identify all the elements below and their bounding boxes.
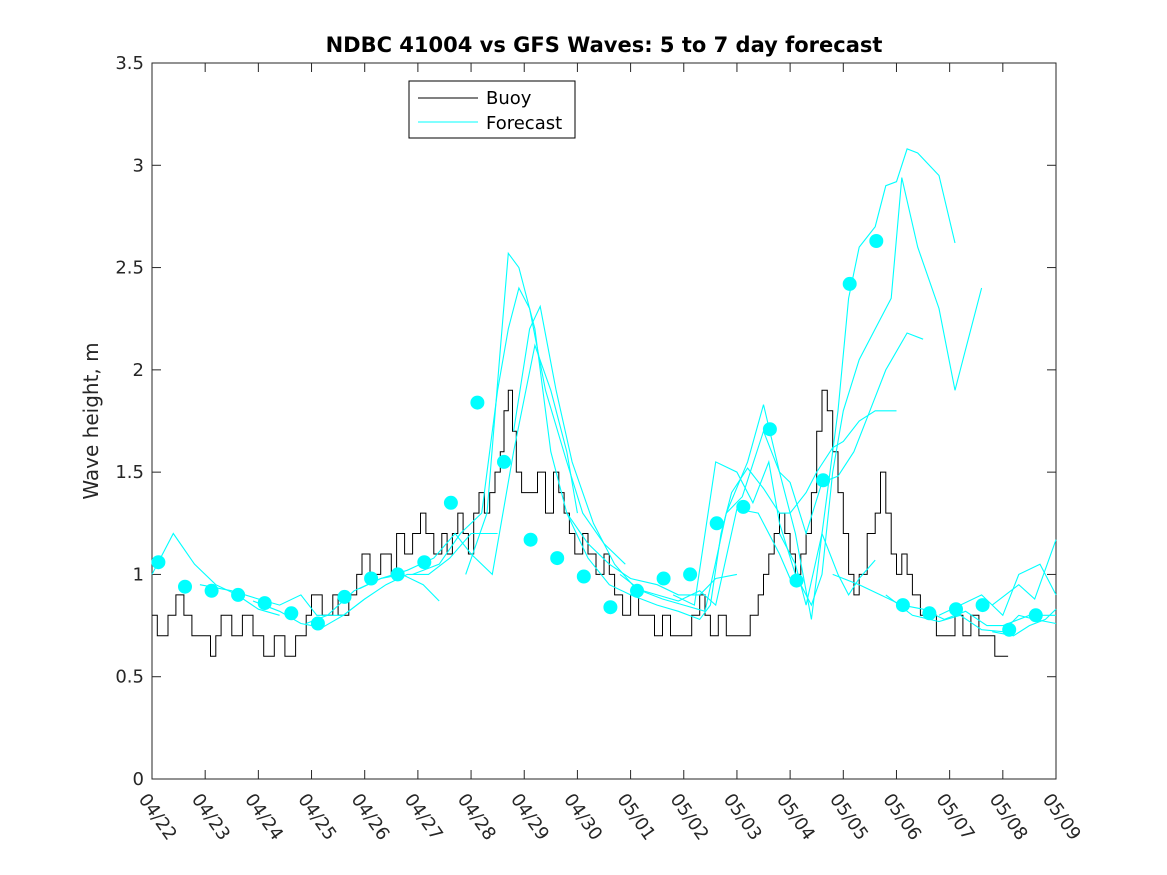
- chart-title: NDBC 41004 vs GFS Waves: 5 to 7 day fore…: [326, 33, 883, 57]
- forecast-marker: [949, 602, 963, 617]
- forecast-marker: [922, 606, 937, 621]
- forecast-marker: [443, 495, 458, 510]
- y-tick-label: 0: [133, 769, 144, 790]
- forecast-marker: [816, 473, 831, 488]
- forecast-marker: [789, 573, 804, 588]
- forecast-marker: [630, 583, 644, 598]
- y-tick-label: 2: [133, 360, 144, 381]
- forecast-line: [566, 410, 897, 621]
- forecast-marker: [842, 276, 857, 291]
- forecast-marker: [603, 600, 618, 615]
- forecast-marker: [497, 454, 511, 469]
- forecast-marker: [204, 583, 219, 598]
- forecast-marker: [1028, 608, 1043, 623]
- forecast-marker: [1002, 622, 1017, 637]
- y-tick-label: 1.5: [115, 462, 144, 483]
- forecast-line: [465, 251, 738, 596]
- forecast-line: [725, 148, 956, 620]
- forecast-marker: [576, 569, 591, 584]
- legend-forecast-label: Forecast: [486, 113, 562, 134]
- legend: Buoy Forecast: [408, 80, 576, 139]
- forecast-marker: [736, 499, 751, 514]
- forecast-marker: [178, 579, 192, 594]
- forecast-line: [412, 286, 626, 575]
- forecast-marker: [390, 567, 405, 582]
- forecast-marker: [231, 587, 246, 602]
- y-tick-label: 2.5: [115, 258, 144, 279]
- forecast-marker: [151, 555, 166, 570]
- forecast-line: [252, 532, 498, 629]
- forecast-marker: [470, 395, 485, 410]
- forecast-marker: [869, 234, 884, 248]
- buoy-series: [152, 389, 1009, 657]
- forecast-marker: [364, 571, 379, 586]
- forecast-line: [151, 532, 280, 616]
- forecast-line: [619, 332, 924, 612]
- forecast-marker: [975, 598, 990, 613]
- forecast-markers: [151, 234, 1043, 637]
- y-axis-label: Wave height, m: [79, 342, 103, 499]
- forecast-marker: [523, 532, 538, 547]
- forecast-marker: [417, 555, 432, 570]
- y-tick-label: 1: [133, 564, 144, 585]
- plot-area: [151, 62, 1057, 780]
- forecast-marker: [762, 422, 777, 437]
- y-tick-label: 0.5: [115, 667, 144, 688]
- forecast-marker: [656, 571, 671, 586]
- forecast-line: [672, 177, 983, 607]
- forecast-marker: [709, 516, 724, 531]
- forecast-marker: [257, 596, 272, 611]
- y-tick-label: 3: [133, 155, 144, 176]
- forecast-marker: [337, 589, 352, 604]
- legend-box: [408, 80, 576, 139]
- forecast-marker: [550, 551, 565, 566]
- legend-buoy-label: Buoy: [486, 88, 532, 109]
- forecast-line: [779, 531, 876, 606]
- forecast-marker: [284, 606, 299, 621]
- buoy-line: [152, 389, 1009, 657]
- forecast-marker: [310, 616, 325, 631]
- y-axis: 0 0.5 1 1.5 2 2.5 3 3.5: [115, 53, 1056, 790]
- forecast-marker: [683, 567, 698, 582]
- forecast-marker: [895, 598, 910, 613]
- y-tick-label: 3.5: [115, 53, 144, 74]
- forecast-line: [991, 539, 1057, 606]
